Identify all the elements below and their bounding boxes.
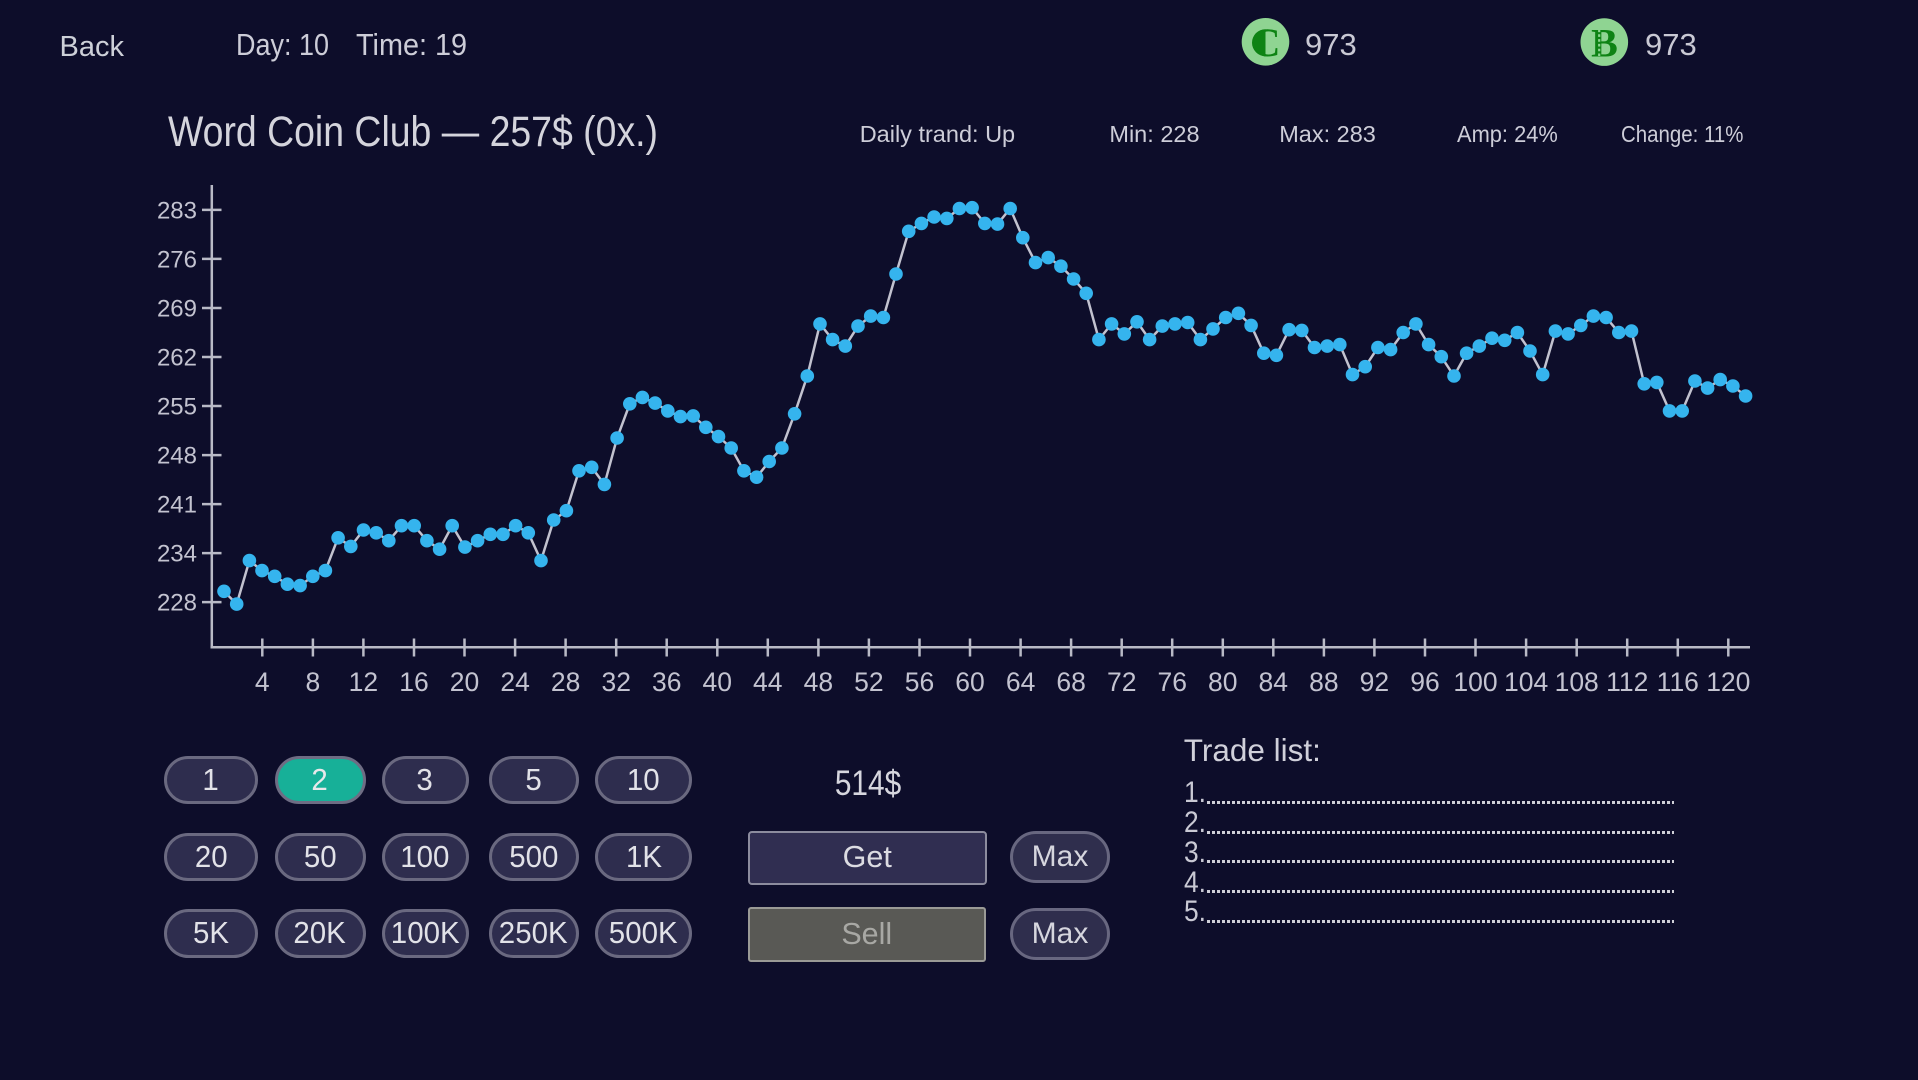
svg-text:60: 60	[955, 667, 984, 697]
svg-text:80: 80	[1208, 667, 1237, 697]
svg-text:68: 68	[1056, 667, 1085, 697]
svg-text:276: 276	[157, 246, 197, 273]
svg-text:72: 72	[1107, 667, 1136, 697]
svg-text:120: 120	[1706, 667, 1750, 697]
svg-text:20: 20	[450, 667, 479, 697]
svg-text:B: B	[1591, 21, 1618, 66]
svg-text:234: 234	[157, 541, 197, 568]
svg-text:283: 283	[157, 197, 197, 224]
svg-text:88: 88	[1309, 667, 1338, 697]
svg-text:262: 262	[157, 345, 197, 372]
svg-text:100: 100	[1453, 667, 1497, 697]
svg-text:28: 28	[551, 667, 580, 697]
svg-text:96: 96	[1410, 667, 1439, 697]
svg-text:255: 255	[157, 394, 197, 421]
svg-text:40: 40	[703, 667, 732, 697]
svg-text:4: 4	[255, 667, 270, 697]
svg-text:269: 269	[157, 296, 197, 323]
svg-text:112: 112	[1606, 667, 1648, 697]
svg-text:241: 241	[157, 492, 197, 519]
svg-text:228: 228	[157, 590, 197, 617]
svg-text:64: 64	[1006, 667, 1035, 697]
svg-text:76: 76	[1157, 667, 1186, 697]
svg-text:116: 116	[1657, 667, 1699, 697]
svg-text:36: 36	[652, 667, 681, 697]
svg-text:108: 108	[1555, 667, 1599, 697]
svg-text:84: 84	[1259, 667, 1288, 697]
svg-text:24: 24	[500, 667, 529, 697]
svg-text:248: 248	[157, 443, 197, 470]
svg-text:8: 8	[306, 667, 321, 697]
svg-text:12: 12	[349, 667, 378, 697]
svg-text:44: 44	[753, 667, 782, 697]
svg-text:16: 16	[399, 667, 428, 697]
svg-text:56: 56	[905, 667, 934, 697]
svg-text:C: C	[1252, 20, 1281, 65]
svg-text:32: 32	[601, 667, 630, 697]
svg-text:92: 92	[1360, 667, 1389, 697]
svg-text:104: 104	[1504, 667, 1548, 697]
svg-text:52: 52	[854, 667, 883, 697]
svg-text:48: 48	[804, 667, 833, 697]
